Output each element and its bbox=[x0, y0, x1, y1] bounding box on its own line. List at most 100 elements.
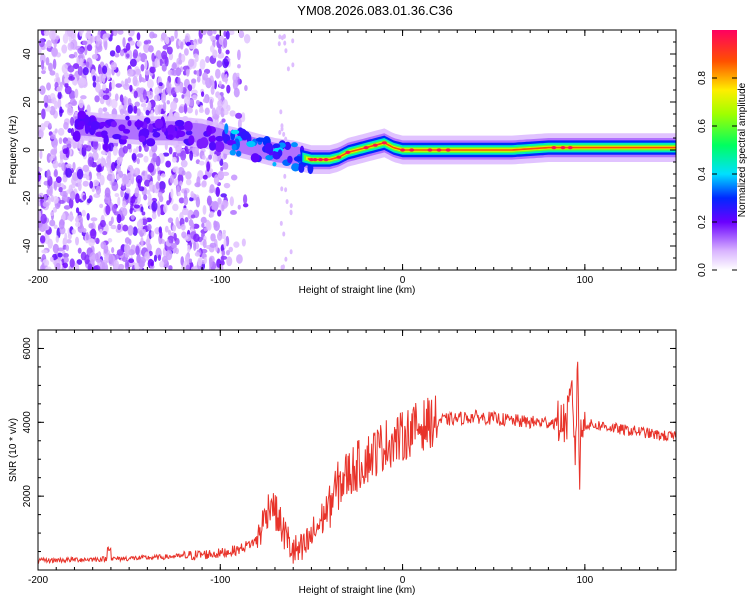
spectral-noise-point bbox=[186, 89, 190, 97]
spectral-noise-point bbox=[137, 193, 142, 203]
spectral-noise-point bbox=[175, 143, 183, 154]
spectral-noise-point bbox=[151, 201, 158, 212]
spectral-peak-blob bbox=[122, 128, 131, 134]
spectral-noise-point bbox=[216, 60, 223, 68]
spectral-noise-point bbox=[97, 143, 102, 151]
spectral-peak-blob bbox=[127, 120, 132, 127]
spectral-noise-point bbox=[47, 238, 53, 249]
spectral-noise-point bbox=[133, 90, 138, 99]
spectral-noise-point bbox=[218, 170, 225, 179]
spectral-noise-point bbox=[55, 176, 62, 184]
spectral-noise-point bbox=[170, 242, 177, 249]
x-tick-label: 100 bbox=[577, 575, 594, 586]
spectral-noise-point bbox=[68, 53, 76, 59]
spectral-noise-point bbox=[169, 174, 175, 184]
colorbar-tick-label: 0.8 bbox=[697, 71, 708, 85]
spectral-noise-point bbox=[112, 145, 118, 156]
spectral-noise-point bbox=[122, 37, 126, 48]
spectral-noise-point bbox=[67, 233, 72, 240]
spectral-noise-point bbox=[114, 193, 120, 198]
spectral-noise-point bbox=[194, 109, 198, 116]
spectral-noise-point bbox=[70, 31, 75, 40]
spectral-noise-point bbox=[63, 121, 69, 130]
spectral-noise-point bbox=[75, 142, 82, 149]
snr-ylabel: SNR (10 * v/v) bbox=[8, 418, 19, 482]
spectral-noise-point bbox=[185, 178, 192, 186]
spectral-noise-point bbox=[105, 67, 112, 76]
spectral-noise-point bbox=[92, 139, 99, 150]
spectral-noise-point bbox=[102, 94, 110, 101]
spectral-noise-point bbox=[68, 75, 75, 81]
spectral-noise-point bbox=[162, 152, 170, 157]
spectral-noise-point bbox=[238, 30, 245, 39]
spectral-noise-point bbox=[144, 69, 150, 76]
spectral-noise-point bbox=[218, 80, 222, 88]
spectral-noise-point bbox=[134, 187, 140, 198]
spectral-noise-point bbox=[145, 109, 150, 116]
spectral-noise-point bbox=[283, 40, 287, 46]
spectral-noise-point bbox=[111, 247, 115, 254]
spectral-noise-point bbox=[43, 94, 49, 106]
spectral-noise-point bbox=[161, 64, 167, 72]
spectral-noise-point bbox=[282, 231, 286, 237]
spectral-noise-point bbox=[99, 219, 106, 228]
spectral-noise-point bbox=[48, 62, 53, 72]
spectral-noise-point bbox=[181, 94, 185, 99]
spectral-noise-point bbox=[135, 68, 141, 75]
spectral-noise-point bbox=[221, 204, 225, 212]
spectral-peak-blob bbox=[264, 142, 274, 154]
spectral-noise-point bbox=[157, 206, 161, 218]
colorbar-tick-label: 0.6 bbox=[697, 119, 708, 133]
spectral-noise-point bbox=[87, 156, 94, 167]
spectral-noise-point bbox=[206, 161, 211, 172]
spectral-noise-point bbox=[111, 181, 119, 192]
spectral-noise-point bbox=[45, 266, 52, 270]
spectral-noise-point bbox=[39, 85, 46, 95]
spectral-noise-point bbox=[89, 252, 97, 263]
spectral-noise-point bbox=[41, 108, 46, 120]
spectral-noise-point bbox=[143, 155, 149, 163]
spectral-noise-point bbox=[77, 47, 85, 55]
spectral-noise-point bbox=[206, 195, 212, 206]
spectral-noise-point bbox=[77, 214, 82, 220]
spectral-noise-point bbox=[52, 243, 59, 254]
spectral-noise-point bbox=[280, 35, 284, 41]
spectrogram-content bbox=[38, 30, 676, 270]
spectral-noise-point bbox=[89, 180, 94, 189]
spectral-noise-point bbox=[221, 232, 227, 240]
spectral-noise-point bbox=[127, 225, 134, 236]
spectral-peak-blob bbox=[235, 150, 242, 157]
spectral-noise-point bbox=[233, 241, 240, 248]
spectral-noise-point bbox=[187, 244, 191, 253]
spectral-noise-point bbox=[122, 200, 127, 208]
spectral-noise-point bbox=[164, 225, 169, 233]
spectral-noise-point bbox=[154, 87, 160, 96]
spectral-noise-point bbox=[209, 184, 215, 194]
spectral-noise-point bbox=[222, 58, 229, 69]
spectral-peak-blob bbox=[215, 135, 224, 142]
spectral-noise-point bbox=[57, 127, 65, 136]
spectral-noise-point bbox=[143, 194, 148, 201]
spectral-noise-point bbox=[166, 100, 170, 105]
spectral-peak-blob bbox=[231, 143, 237, 151]
spectral-noise-point bbox=[284, 187, 288, 193]
spectral-noise-point bbox=[76, 168, 84, 180]
spectral-noise-point bbox=[190, 191, 194, 199]
spectral-peak-blob bbox=[90, 120, 100, 130]
spectral-noise-point bbox=[61, 44, 68, 54]
spectral-noise-point bbox=[110, 98, 118, 109]
spectrogram-xlabel: Height of straight line (km) bbox=[299, 285, 416, 296]
spectral-noise-point bbox=[86, 104, 91, 115]
spectral-noise-point bbox=[148, 250, 153, 256]
spectral-noise-point bbox=[82, 144, 89, 149]
spectral-noise-point bbox=[46, 82, 51, 91]
spectral-peak-blob bbox=[110, 120, 117, 128]
spectral-noise-point bbox=[201, 30, 207, 36]
spectral-noise-point bbox=[77, 65, 83, 76]
spectral-noise-point bbox=[82, 66, 89, 76]
spectral-noise-point bbox=[64, 232, 68, 243]
spectral-noise-point bbox=[116, 164, 121, 173]
spectral-noise-point bbox=[49, 70, 56, 76]
spectral-noise-point bbox=[140, 64, 145, 72]
spectral-noise-point bbox=[150, 230, 155, 238]
